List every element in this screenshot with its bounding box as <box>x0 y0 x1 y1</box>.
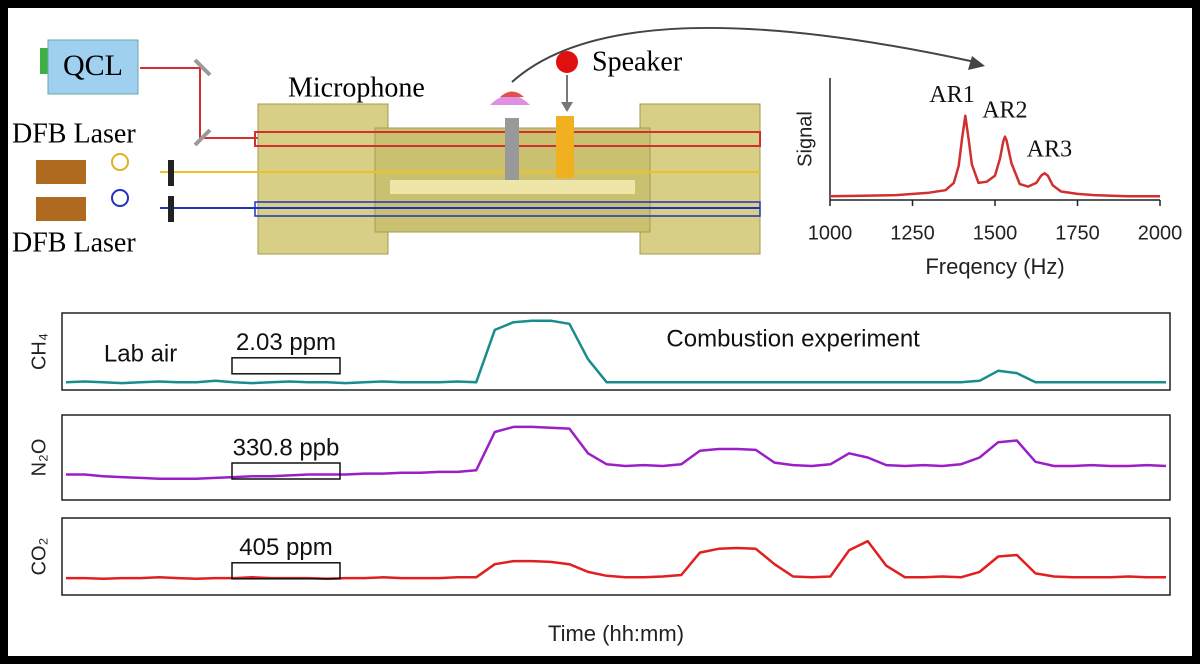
mirror <box>193 128 212 147</box>
highlight-box <box>231 357 341 375</box>
qcl-end <box>40 48 50 74</box>
annotation: 2.03 ppm <box>236 329 336 356</box>
qcl-box <box>47 39 139 95</box>
speaker-icon <box>556 51 578 73</box>
signal-arrow <box>511 26 976 83</box>
speaker-label: Speaker <box>592 46 683 77</box>
beam-path <box>254 201 761 217</box>
microphone-label: Microphone <box>288 72 425 103</box>
data-line <box>66 425 1167 481</box>
y-axis-label: Signal <box>794 111 816 167</box>
annotation: Combustion experiment <box>666 325 920 352</box>
mirror <box>193 58 212 77</box>
highlight-box <box>231 462 341 480</box>
annotation: AR2 <box>982 98 1027 124</box>
x-tick-label: 1250 <box>890 222 935 244</box>
fiber-coil <box>111 189 129 207</box>
signal-arrow <box>968 56 985 70</box>
panel-background <box>8 8 1192 656</box>
cell-end <box>639 103 761 255</box>
x-axis-label: Freqency (Hz) <box>925 254 1064 279</box>
x-tick-label: 1750 <box>1055 222 1100 244</box>
cell-tube <box>390 180 635 194</box>
data-line <box>66 539 1166 581</box>
dfb-laser <box>36 197 86 221</box>
y-axis-label: CO₂ <box>28 538 50 576</box>
microphone-tube <box>505 118 519 180</box>
x-tick-label: 1000 <box>808 222 853 244</box>
highlight-box <box>231 562 341 580</box>
collimator <box>168 160 174 186</box>
x-tick-label: 2000 <box>1138 222 1183 244</box>
plot-frame <box>61 414 1171 501</box>
speaker-arrow <box>561 102 573 112</box>
y-axis-label: CH₄ <box>28 333 50 370</box>
plot-frame <box>61 517 1171 596</box>
dfb-laser <box>36 160 86 184</box>
dfb-label: DFB Laser <box>12 227 136 258</box>
annotation: 405 ppm <box>239 534 332 561</box>
data-line <box>65 319 1166 385</box>
collimator <box>168 196 174 222</box>
annotation: 330.8 ppb <box>233 434 340 461</box>
microphone-icon <box>490 95 530 105</box>
speaker-tube <box>556 116 574 178</box>
dfb-label: DFB Laser <box>12 118 136 149</box>
annotation: AR3 <box>1027 137 1072 163</box>
setup-diagram: QCL DFB Laser DFB Laser Microphone Speak… <box>12 26 985 258</box>
annotation: Lab air <box>104 341 177 368</box>
cell-end <box>257 103 389 255</box>
x-axis-label: Time (hh:mm) <box>548 621 684 646</box>
annotation: AR1 <box>929 82 974 108</box>
qcl-label: QCL <box>63 49 123 82</box>
plot-frame <box>61 312 1171 391</box>
x-tick-label: 1500 <box>973 222 1018 244</box>
y-axis-label: N₂O <box>28 439 50 477</box>
fiber-coil <box>111 153 129 171</box>
microphone-icon <box>500 91 524 97</box>
data-line <box>829 114 1160 198</box>
